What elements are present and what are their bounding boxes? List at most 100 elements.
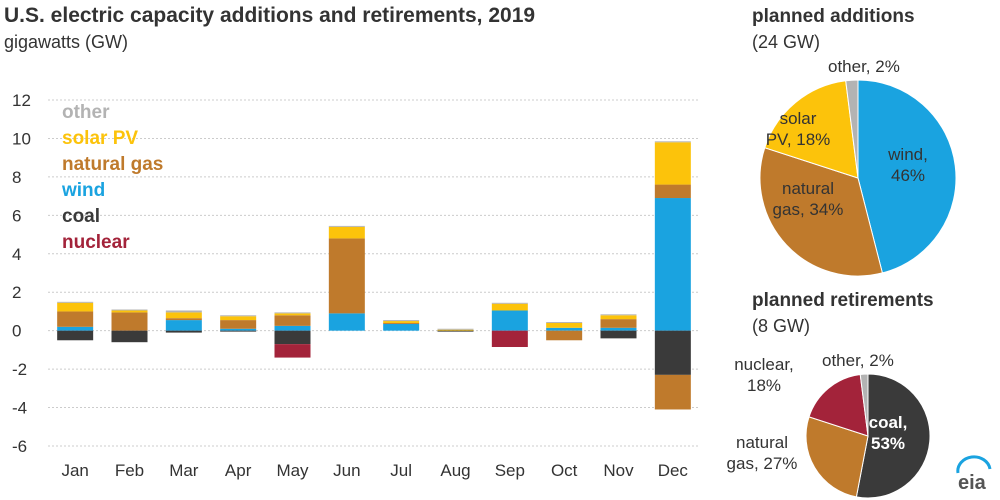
pie-label-nuclear: nuclear, 18% xyxy=(734,355,794,395)
pie-slice-other xyxy=(859,373,869,437)
legend-item-wind: wind xyxy=(62,180,106,201)
bar-coal-retirement xyxy=(274,330,311,345)
bar-wind xyxy=(491,310,528,331)
bar-other xyxy=(491,302,528,304)
bar-chart: 12 10 8 6 4 2 0 -2 -4 -6 Jan Feb Mar Apr May Jun Jul Aug… xyxy=(12,91,700,480)
bar-coal-retirement xyxy=(654,330,691,375)
legend: other solar PV natural gas wind coal nuc… xyxy=(62,100,163,256)
y-tick-label: 2 xyxy=(12,283,21,302)
retirements-pie-title: planned retirements xyxy=(752,290,934,311)
bar-other xyxy=(328,225,365,227)
bar-solar xyxy=(220,316,257,321)
x-tick-label: Jul xyxy=(390,461,412,480)
bar-solar xyxy=(111,310,148,313)
legend-item-solar: solar PV xyxy=(62,128,139,149)
bar-solar xyxy=(57,302,94,312)
x-tick-label: Jan xyxy=(61,461,88,480)
bar-other xyxy=(383,320,420,322)
bar-wind xyxy=(600,327,637,331)
bar-coal-retirement xyxy=(600,330,637,339)
y-tick-label: 0 xyxy=(12,322,21,341)
bar-natural-gas xyxy=(328,238,365,314)
bar-solar xyxy=(274,313,311,316)
chart-subtitle: gigawatts (GW) xyxy=(4,32,129,52)
x-tick-label: Apr xyxy=(225,461,252,480)
bar-natural-gas xyxy=(274,315,311,326)
bar-wind xyxy=(328,313,365,331)
y-tick-label: 12 xyxy=(12,91,31,110)
bar-wind xyxy=(383,323,420,331)
legend-item-coal: coal xyxy=(62,206,101,227)
pie-label-coal: coal, 53% xyxy=(869,413,908,453)
y-tick-label: -2 xyxy=(12,360,27,379)
x-tick-label: Oct xyxy=(551,461,578,480)
retirements-pie-subtitle: (8 GW) xyxy=(752,316,810,336)
bar-natural-gas-retirement xyxy=(546,330,583,341)
y-axis-ticks: 12 10 8 6 4 2 0 -2 -4 -6 xyxy=(12,91,31,456)
x-tick-label: Dec xyxy=(658,461,689,480)
bar-nuclear-retirement xyxy=(274,344,311,358)
bar-wind xyxy=(654,198,691,331)
x-tick-label: Jun xyxy=(333,461,360,480)
bar-other xyxy=(600,314,637,316)
bar-wind xyxy=(57,326,94,331)
legend-item-nuclear: nuclear xyxy=(62,232,130,253)
retirements-pie: coal, 53% natural gas, 27% nuclear, 18% other,… xyxy=(727,351,931,499)
bar-wind xyxy=(274,325,311,331)
pie-label-natural-gas: natural gas, 27% xyxy=(727,433,798,473)
bar-solar xyxy=(491,303,528,311)
bar-natural-gas xyxy=(220,320,257,329)
y-tick-label: -4 xyxy=(12,399,27,418)
bar-coal-retirement xyxy=(437,330,474,332)
bar-other xyxy=(220,315,257,317)
bar-natural-gas-retirement xyxy=(654,374,691,410)
bar-other xyxy=(546,322,583,323)
bar-wind xyxy=(220,328,257,331)
x-tick-label: Aug xyxy=(440,461,470,480)
bar-solar xyxy=(600,315,637,320)
eia-logo: eia xyxy=(956,455,992,494)
pie-label-other: other, 2% xyxy=(828,57,900,76)
pie-slice-other xyxy=(845,79,859,179)
bar-natural-gas xyxy=(111,312,148,331)
bar-solar xyxy=(383,321,420,323)
bar-solar xyxy=(437,329,474,331)
bar-wind xyxy=(165,320,202,331)
bar-natural-gas xyxy=(165,318,202,321)
x-tick-label: Nov xyxy=(603,461,634,480)
bar-coal-retirement xyxy=(220,330,257,332)
bar-other xyxy=(111,309,148,311)
pie-label-solar: solar PV, 18% xyxy=(766,109,831,149)
additions-pie-title: planned additions xyxy=(752,6,915,27)
x-tick-label: May xyxy=(276,461,309,480)
x-tick-label: Sep xyxy=(495,461,525,480)
bar-solar xyxy=(546,322,583,328)
bar-other xyxy=(654,141,691,143)
bar-coal-retirement xyxy=(111,330,148,343)
bar-nuclear-retirement xyxy=(491,330,528,348)
pie-label-other: other, 2% xyxy=(822,351,894,370)
pie-slice-natural-gas xyxy=(805,416,869,498)
y-tick-label: -6 xyxy=(12,437,27,456)
bar-other xyxy=(57,301,94,303)
bar-natural-gas xyxy=(654,184,691,199)
chart-title: U.S. electric capacity additions and ret… xyxy=(4,4,536,27)
pie-slice-coal xyxy=(855,373,931,499)
x-tick-label: Feb xyxy=(115,461,144,480)
pie-slice-natural-gas xyxy=(759,147,883,277)
gridlines xyxy=(48,99,700,447)
bar-natural-gas xyxy=(600,319,637,328)
legend-item-other: other xyxy=(62,102,110,123)
bar-other xyxy=(165,310,202,313)
pie-slice-nuclear xyxy=(808,373,869,437)
pie-slice-wind xyxy=(857,79,957,274)
bar-coal-retirement xyxy=(165,330,202,333)
bar-other xyxy=(274,312,311,314)
y-tick-label: 10 xyxy=(12,129,31,148)
x-tick-label: Mar xyxy=(169,461,199,480)
legend-item-natural-gas: natural gas xyxy=(62,154,164,175)
y-tick-label: 6 xyxy=(12,206,21,225)
additions-pie: wind, 46% natural gas, 34% solar PV, 18% other… xyxy=(759,57,957,277)
additions-pie-subtitle: (24 GW) xyxy=(752,32,821,52)
bar-natural-gas xyxy=(57,311,94,327)
